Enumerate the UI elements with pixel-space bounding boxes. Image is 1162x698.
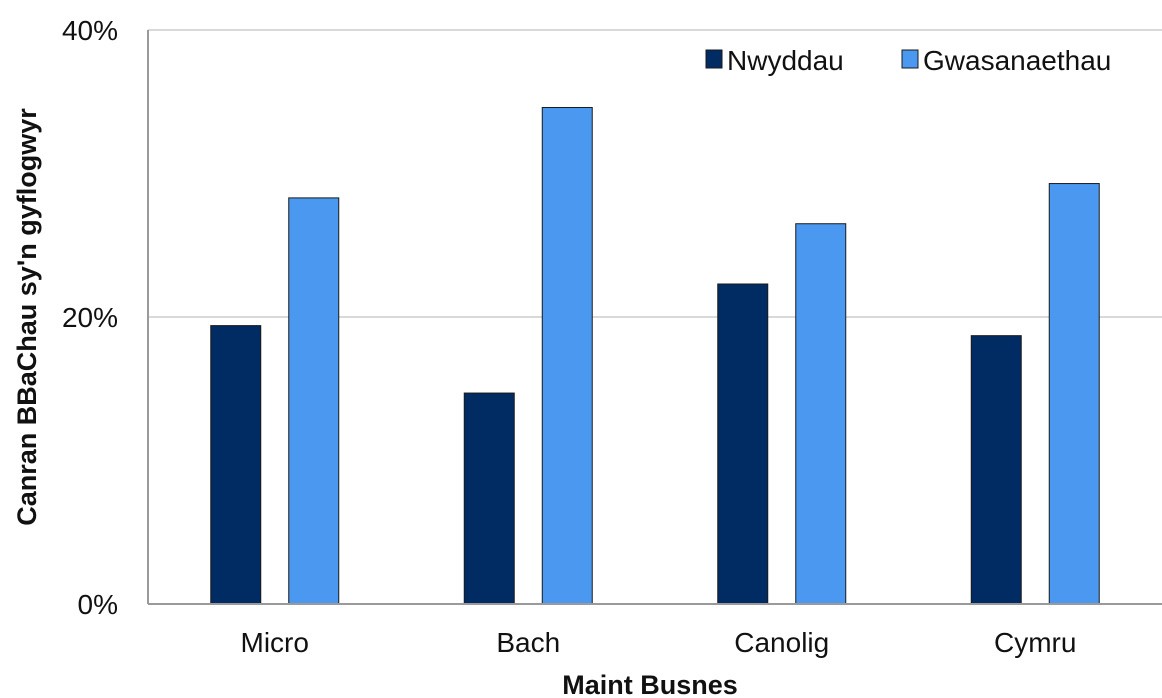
- bar-gwasanaethau-micro: [288, 197, 340, 605]
- bar-gwasanaethau-canolig: [795, 223, 847, 605]
- bar-gwasanaethau-cymru: [1048, 183, 1100, 605]
- legend-swatch: [901, 49, 919, 69]
- x-axis-title: Maint Busnes: [562, 670, 738, 698]
- x-tick-label: Micro: [241, 627, 309, 658]
- tick-labels: 0% 20% 40% Micro Bach Canolig Cymru: [62, 15, 1077, 658]
- y-tick-label: 0%: [78, 589, 118, 620]
- x-tick-label: Canolig: [734, 627, 829, 658]
- y-axis-title: Canran BBaChau sy'n gyflogwyr: [12, 108, 42, 526]
- axes: [147, 30, 1162, 605]
- x-tick-label: Cymru: [994, 627, 1076, 658]
- bar-gwasanaethau-bach: [541, 106, 593, 605]
- legend: Nwyddau Gwasanaethau: [705, 45, 1111, 76]
- bar-nwyddau-canolig: [717, 283, 769, 605]
- bars: [210, 106, 1100, 605]
- legend-label: Nwyddau: [727, 45, 844, 76]
- y-tick-label: 40%: [62, 15, 118, 46]
- bar-nwyddau-bach: [463, 392, 515, 605]
- legend-label: Gwasanaethau: [923, 45, 1111, 76]
- bar-nwyddau-micro: [210, 325, 262, 605]
- bar-nwyddau-cymru: [970, 335, 1022, 605]
- legend-swatch: [705, 49, 723, 69]
- y-tick-label: 20%: [62, 302, 118, 333]
- x-tick-label: Bach: [496, 627, 560, 658]
